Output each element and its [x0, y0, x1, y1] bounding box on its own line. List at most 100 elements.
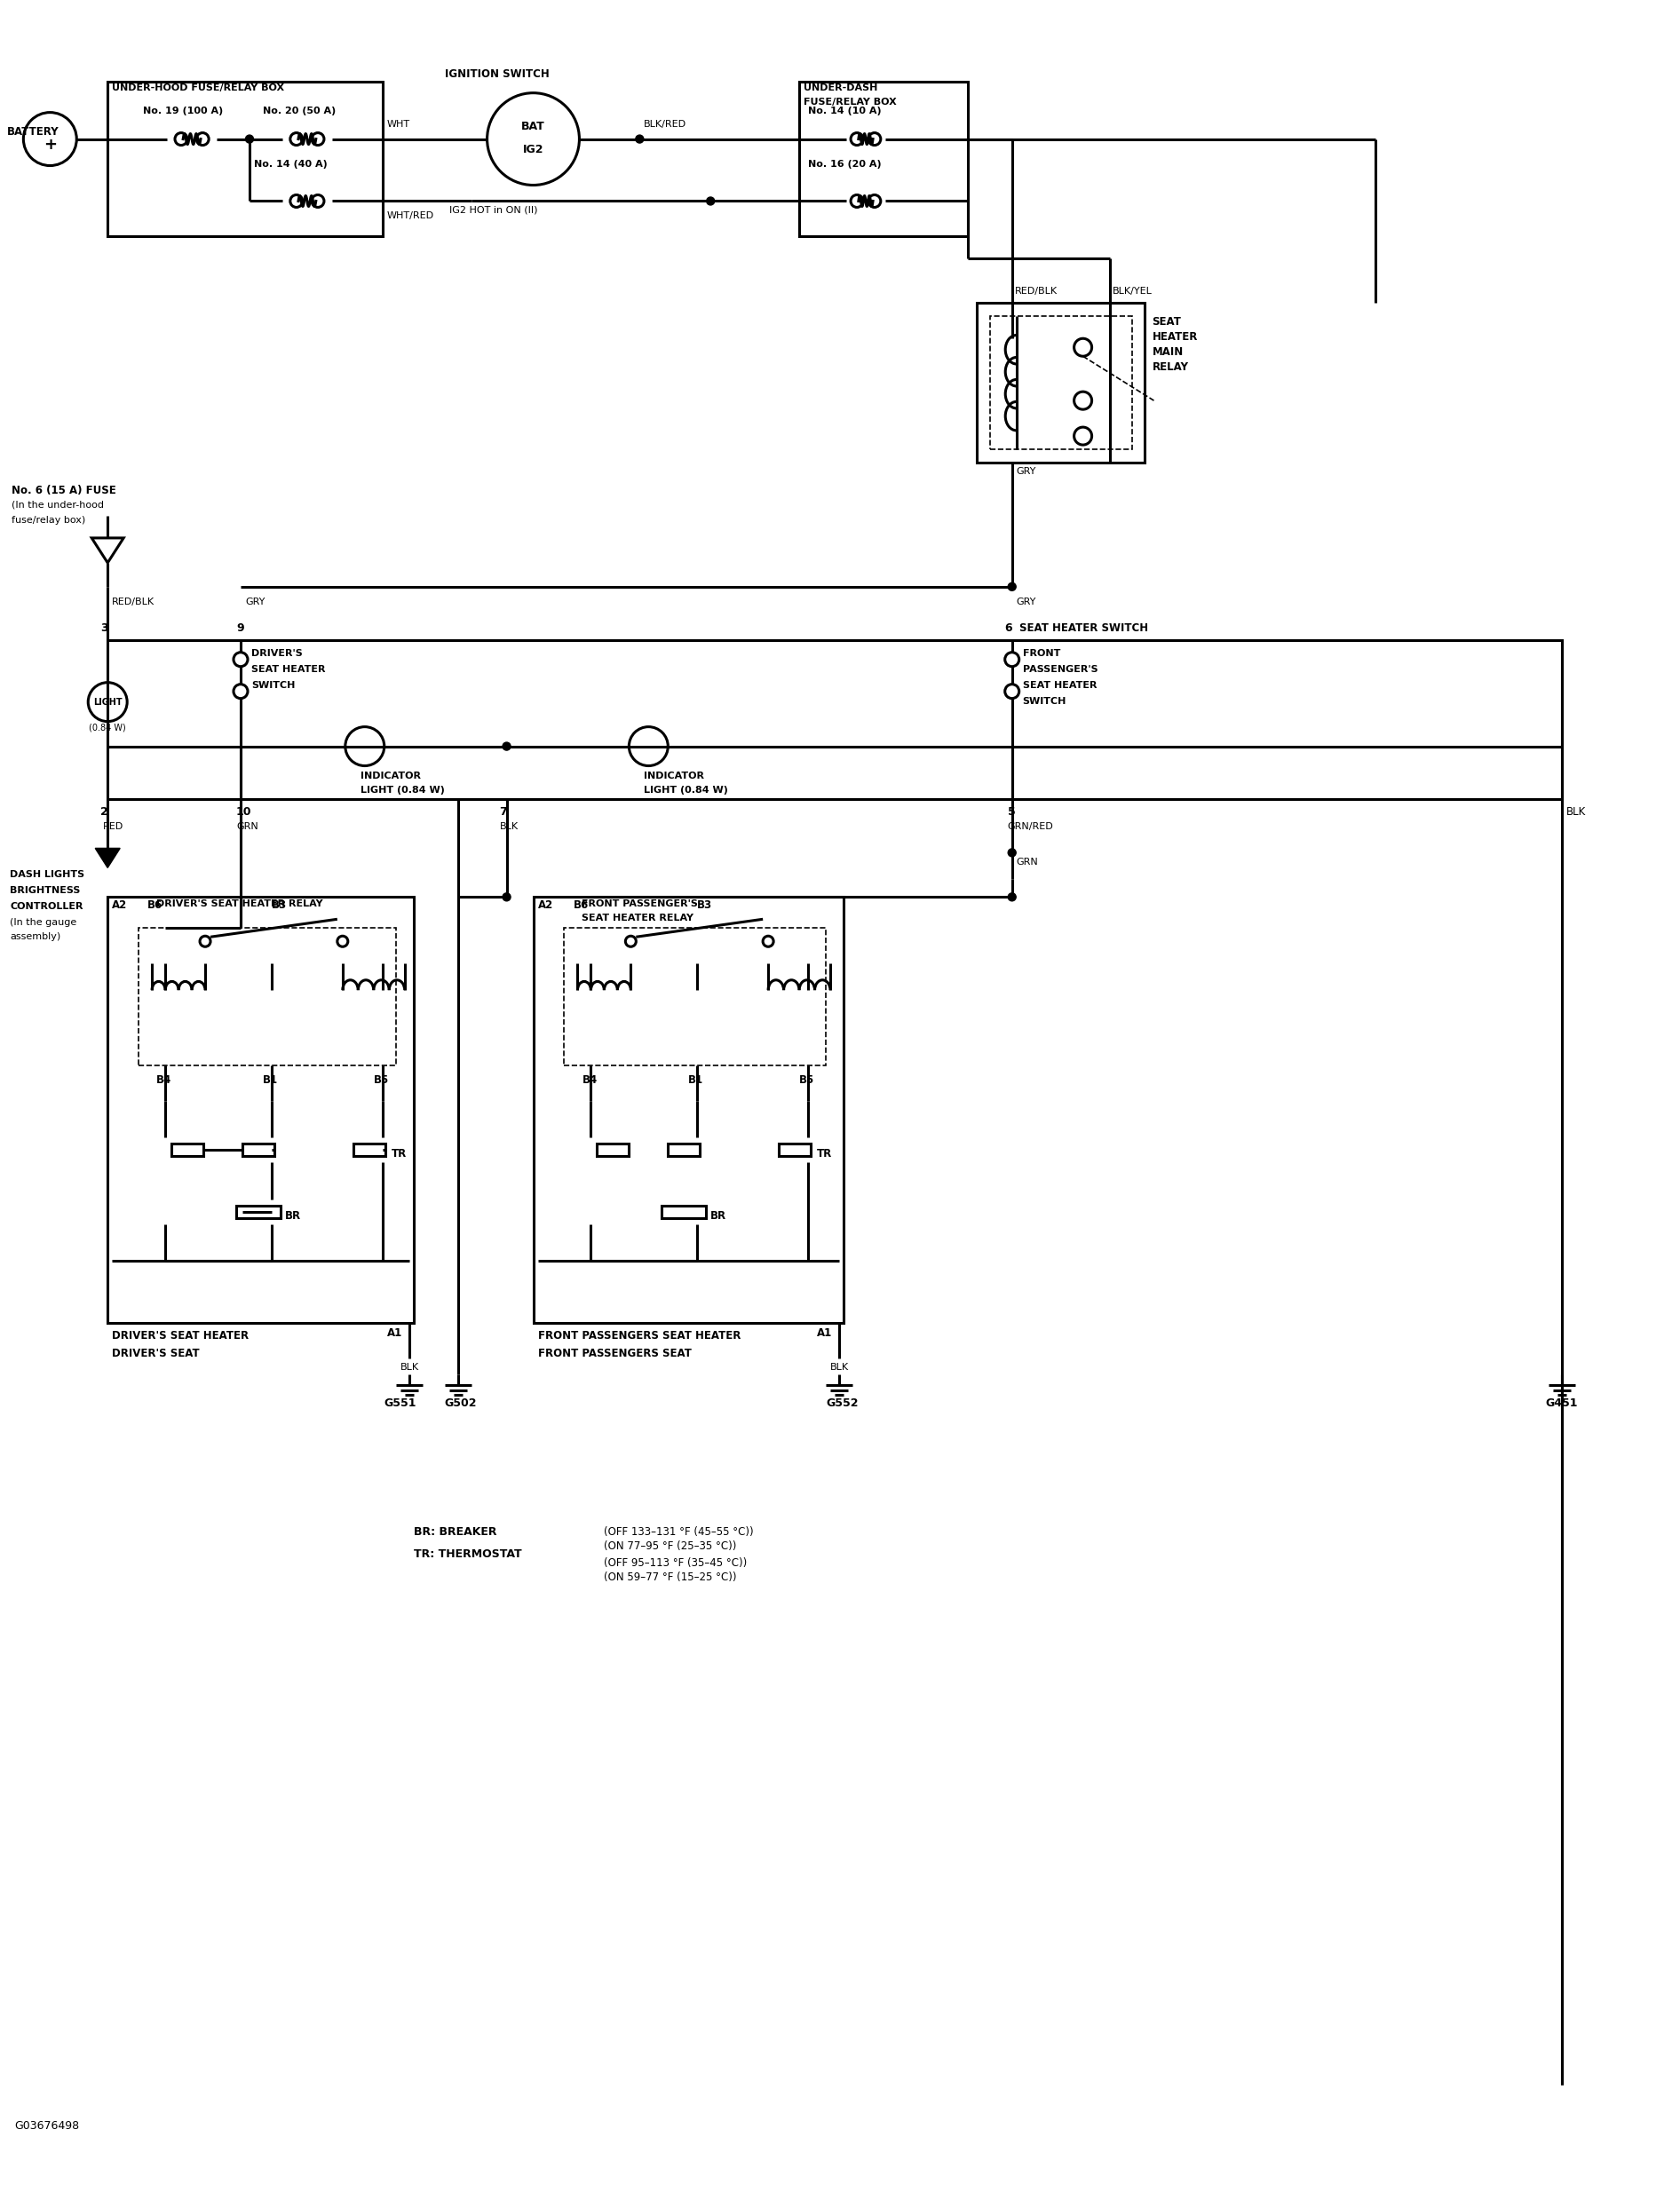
- Text: DRIVER'S: DRIVER'S: [252, 649, 302, 658]
- Text: DRIVER'S SEAT HEATER: DRIVER'S SEAT HEATER: [113, 1331, 249, 1342]
- Text: GRN/RED: GRN/RED: [1008, 822, 1053, 832]
- Text: TR: TR: [816, 1149, 832, 1160]
- Bar: [976, 304, 1146, 463]
- Text: B1: B1: [689, 1075, 704, 1086]
- Text: G552: G552: [827, 1398, 858, 1409]
- Text: IGNITION SWITCH: IGNITION SWITCH: [445, 68, 549, 79]
- Text: A2: A2: [113, 900, 128, 911]
- Bar: [171, 1143, 203, 1156]
- Text: INDICATOR: INDICATOR: [360, 771, 420, 780]
- Text: TR: TR: [391, 1149, 407, 1160]
- Text: BR: BR: [286, 1210, 301, 1221]
- Text: FRONT: FRONT: [1023, 649, 1060, 658]
- Text: FUSE/RELAY BOX: FUSE/RELAY BOX: [803, 98, 897, 107]
- Text: (In the gauge: (In the gauge: [10, 918, 77, 926]
- Text: GRN: GRN: [1016, 859, 1038, 867]
- Text: (ON 77–95 °F (25–35 °C)): (ON 77–95 °F (25–35 °C)): [605, 1540, 738, 1551]
- Text: B3: B3: [697, 900, 712, 911]
- Text: UNDER-HOOD FUSE/RELAY BOX: UNDER-HOOD FUSE/RELAY BOX: [113, 83, 284, 92]
- Text: fuse/relay box): fuse/relay box): [12, 516, 86, 524]
- Text: B3: B3: [272, 900, 287, 911]
- Text: BLK: BLK: [400, 1363, 418, 1372]
- Bar: [990, 317, 1132, 450]
- Circle shape: [635, 135, 643, 142]
- Text: G502: G502: [445, 1398, 477, 1409]
- Text: BAT: BAT: [521, 120, 544, 133]
- Text: GRY: GRY: [1016, 468, 1037, 476]
- Text: UNDER-DASH: UNDER-DASH: [803, 83, 877, 92]
- Text: BRIGHTNESS: BRIGHTNESS: [10, 887, 81, 896]
- Text: GRY: GRY: [1016, 597, 1037, 605]
- Text: BLK: BLK: [499, 822, 519, 832]
- Text: MAIN: MAIN: [1152, 347, 1183, 358]
- Text: FRONT PASSENGERS SEAT: FRONT PASSENGERS SEAT: [538, 1348, 690, 1359]
- Text: 6: 6: [1005, 623, 1013, 634]
- Text: B4: B4: [581, 1075, 598, 1086]
- Circle shape: [245, 135, 254, 142]
- Text: (In the under-hood: (In the under-hood: [12, 500, 104, 509]
- Text: BR: BR: [711, 1210, 727, 1221]
- Text: SEAT HEATER: SEAT HEATER: [252, 664, 326, 673]
- Text: DRIVER'S SEAT HEATER RELAY: DRIVER'S SEAT HEATER RELAY: [156, 900, 323, 909]
- Text: B6: B6: [573, 900, 588, 911]
- Bar: [353, 1143, 385, 1156]
- Bar: [596, 1143, 628, 1156]
- Text: BLK/RED: BLK/RED: [643, 120, 687, 129]
- Text: FRONT PASSENGER'S: FRONT PASSENGER'S: [581, 900, 699, 909]
- Bar: [533, 898, 843, 1322]
- Circle shape: [1008, 848, 1016, 857]
- Text: SWITCH: SWITCH: [252, 682, 296, 690]
- Text: B5: B5: [800, 1075, 815, 1086]
- Text: DRIVER'S SEAT: DRIVER'S SEAT: [113, 1348, 200, 1359]
- Text: G451: G451: [1546, 1398, 1578, 1409]
- Bar: [662, 1206, 706, 1217]
- Circle shape: [707, 197, 714, 205]
- Text: 2: 2: [101, 806, 108, 817]
- Text: RED: RED: [102, 822, 124, 832]
- Text: BLK/YEL: BLK/YEL: [1112, 286, 1152, 295]
- Text: No. 20 (50 A): No. 20 (50 A): [262, 107, 336, 116]
- Text: RELAY: RELAY: [1152, 361, 1188, 374]
- Bar: [108, 640, 1562, 800]
- Polygon shape: [96, 848, 119, 867]
- Text: HEATER: HEATER: [1152, 332, 1198, 343]
- Text: No. 14 (40 A): No. 14 (40 A): [254, 160, 328, 168]
- Text: LIGHT (0.84 W): LIGHT (0.84 W): [643, 784, 729, 793]
- Text: B1: B1: [262, 1075, 277, 1086]
- Text: IG2 HOT in ON (II): IG2 HOT in ON (II): [449, 205, 538, 214]
- Circle shape: [1008, 894, 1016, 900]
- Text: SEAT HEATER: SEAT HEATER: [1023, 682, 1097, 690]
- Bar: [800, 81, 968, 236]
- Text: LIGHT (0.84 W): LIGHT (0.84 W): [360, 784, 445, 793]
- Text: 5: 5: [1008, 806, 1015, 817]
- Text: SEAT HEATER RELAY: SEAT HEATER RELAY: [581, 913, 694, 922]
- Text: No. 14 (10 A): No. 14 (10 A): [808, 107, 882, 116]
- Text: IG2: IG2: [522, 144, 544, 155]
- Text: (OFF 133–131 °F (45–55 °C)): (OFF 133–131 °F (45–55 °C)): [605, 1527, 754, 1538]
- Bar: [139, 929, 396, 1066]
- Text: BLK: BLK: [830, 1363, 848, 1372]
- Text: +: +: [44, 135, 57, 153]
- Text: TR: THERMOSTAT: TR: THERMOSTAT: [413, 1549, 521, 1560]
- Text: (0.84 W): (0.84 W): [89, 723, 126, 732]
- Text: SEAT HEATER SWITCH: SEAT HEATER SWITCH: [1020, 623, 1147, 634]
- Text: GRN: GRN: [237, 822, 259, 832]
- Bar: [242, 1143, 274, 1156]
- Text: No. 16 (20 A): No. 16 (20 A): [808, 160, 882, 168]
- Text: (OFF 95–113 °F (35–45 °C)): (OFF 95–113 °F (35–45 °C)): [605, 1558, 748, 1569]
- Text: B6: B6: [148, 900, 163, 911]
- Text: BR: BREAKER: BR: BREAKER: [413, 1527, 497, 1538]
- Circle shape: [502, 743, 511, 749]
- Text: (ON 59–77 °F (15–25 °C)): (ON 59–77 °F (15–25 °C)): [605, 1571, 738, 1584]
- Text: DASH LIGHTS: DASH LIGHTS: [10, 870, 84, 878]
- Circle shape: [1008, 583, 1016, 590]
- Bar: [237, 1206, 281, 1217]
- Text: A1: A1: [816, 1326, 832, 1339]
- Text: No. 19 (100 A): No. 19 (100 A): [143, 107, 223, 116]
- Text: B5: B5: [373, 1075, 390, 1086]
- Bar: [669, 1143, 701, 1156]
- Text: LIGHT: LIGHT: [92, 697, 123, 706]
- Text: A2: A2: [538, 900, 553, 911]
- Text: 3: 3: [101, 623, 108, 634]
- Bar: [108, 81, 383, 236]
